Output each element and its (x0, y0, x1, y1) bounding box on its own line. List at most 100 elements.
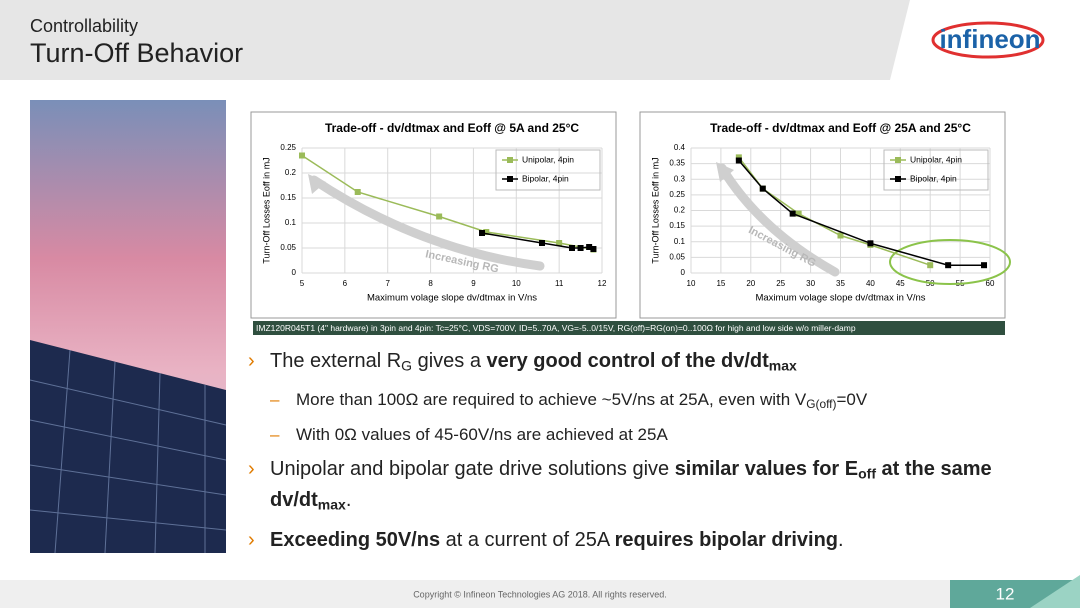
y-tick-label: 0.3 (674, 174, 686, 183)
marker (735, 154, 742, 161)
bullet: With 0Ω values of 45-60V/ns are achieved… (270, 424, 1050, 446)
page-number: 12 (996, 584, 1015, 603)
bullet-text: Exceeding 50V/ns (270, 529, 441, 552)
test-conditions: IMZ120R045T1 (4" hardware) in 3pin and 4… (256, 323, 856, 333)
bullet: Exceeding 50V/ns at a current of 25A req… (248, 527, 1050, 553)
y-axis-label: Turn-Off Losses Eoff in mJ (650, 157, 660, 263)
bullet-text: at a current of 25A (440, 529, 615, 552)
logo: infineon (939, 24, 1040, 54)
y-tick-label: 0.05 (280, 243, 296, 252)
legend-marker (895, 157, 901, 163)
bullet-text: With 0Ω values of 45-60V/ns are achieved… (296, 425, 668, 445)
logo-swoosh (931, 21, 1045, 59)
marker (590, 246, 597, 252)
marker (569, 245, 575, 251)
y-tick-label: 0.2 (674, 206, 686, 215)
bullet-text: The external R (270, 350, 402, 372)
x-tick-label: 45 (896, 279, 905, 288)
x-tick-label: 5 (300, 279, 305, 288)
page-accent (1030, 575, 1080, 608)
legend-marker (895, 176, 901, 182)
bullet-list: The external RG gives a very good contro… (248, 348, 1050, 563)
x-tick-label: 11 (555, 279, 564, 288)
x-tick-label: 9 (471, 279, 476, 288)
legend-marker (507, 157, 513, 163)
y-tick-label: 0 (292, 268, 297, 277)
legend-label: Bipolar, 4pin (910, 173, 957, 183)
trend-arrow (717, 163, 840, 277)
slide-title: Turn-Off Behavior (30, 38, 243, 68)
y-tick-label: 0.2 (285, 168, 297, 177)
marker (981, 262, 988, 269)
x-tick-label: 60 (986, 279, 995, 288)
marker (867, 240, 874, 247)
legend-marker (507, 176, 513, 182)
bullet-text: More than 100Ω are required to achieve ~… (296, 389, 807, 409)
chart-title: Trade-off - dv/dtmax and Eoff @ 5A and 2… (325, 121, 579, 135)
bullet-text: G (401, 357, 413, 374)
x-tick-label: 8 (428, 279, 433, 288)
photo-panel-grid (29, 349, 227, 554)
footer-band (0, 580, 1080, 608)
marker (795, 210, 802, 217)
y-tick-label: 0.25 (280, 143, 296, 152)
copyright: Copyright © Infineon Technologies AG 201… (413, 589, 667, 599)
y-tick-label: 0.25 (669, 190, 685, 199)
x-tick-label: 35 (836, 279, 845, 288)
x-tick-label: 12 (598, 279, 607, 288)
y-tick-label: 0 (681, 268, 686, 277)
conditions-band (253, 321, 1005, 335)
chart-title: Trade-off - dv/dtmax and Eoff @ 25A and … (710, 121, 971, 135)
marker (483, 229, 490, 235)
series-line (301, 154, 594, 251)
x-tick-label: 7 (385, 279, 390, 288)
y-tick-label: 0.35 (669, 159, 685, 168)
marker (539, 240, 545, 246)
x-tick-label: 15 (716, 279, 725, 288)
marker (586, 244, 593, 250)
x-tick-label: 10 (687, 279, 696, 288)
y-tick-label: 0.05 (669, 252, 685, 261)
bullet-text: G(off) (806, 396, 837, 411)
bullet-text: max (768, 357, 797, 374)
bullet-text: off (858, 465, 876, 482)
marker (759, 185, 766, 192)
bullet: Unipolar and bipolar gate drive solution… (248, 456, 1050, 517)
y-axis-label: Turn-Off Losses Eoff in mJ (261, 157, 271, 263)
legend-label: Unipolar, 4pin (522, 154, 574, 164)
series-line (738, 160, 985, 266)
marker (479, 230, 485, 236)
x-axis-label: Maximum volage slope dv/dtmax in V/ns (367, 293, 537, 304)
marker (837, 232, 844, 239)
bullet-text: gives a (412, 350, 487, 372)
bullet-text: similar values for E (674, 458, 859, 481)
y-tick-label: 0.1 (285, 218, 297, 227)
y-tick-label: 0.4 (674, 143, 686, 152)
marker (436, 213, 443, 220)
y-tick-label: 0.15 (669, 221, 685, 230)
bullet-text: requires bipolar driving (614, 529, 839, 552)
bullet-text: . (345, 488, 352, 511)
trend-arrowhead (716, 162, 734, 182)
legend-box (495, 149, 601, 191)
bullet-text: . (838, 529, 844, 552)
y-tick-label: 0.1 (674, 237, 686, 246)
x-tick-label: 20 (746, 279, 755, 288)
marker (577, 245, 584, 251)
x-tick-label: 10 (512, 279, 521, 288)
marker (735, 157, 742, 164)
bullet: More than 100Ω are required to achieve ~… (270, 389, 1050, 415)
legend-box (883, 149, 989, 191)
x-tick-label: 30 (806, 279, 815, 288)
bullet: The external RG gives a very good contro… (248, 348, 1050, 379)
marker (927, 262, 934, 269)
marker (299, 152, 305, 159)
y-tick-label: 0.15 (280, 193, 296, 202)
marker (945, 262, 952, 269)
bullet-text: =0V (836, 389, 868, 409)
marker (354, 189, 361, 195)
marker (789, 210, 796, 217)
trend-arrowhead (308, 174, 326, 194)
